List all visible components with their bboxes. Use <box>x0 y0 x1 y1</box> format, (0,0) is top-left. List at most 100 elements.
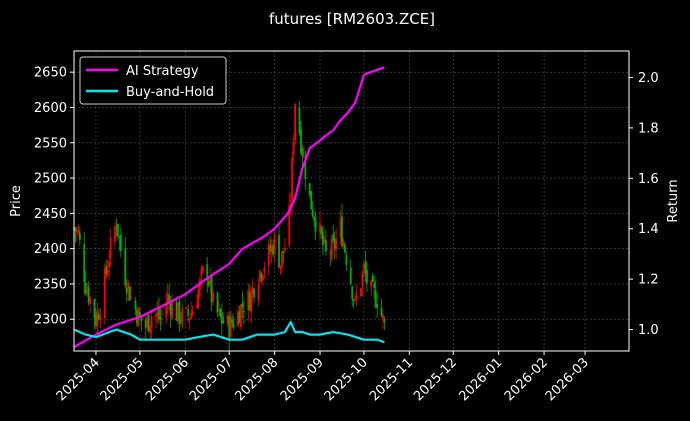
candle <box>351 285 354 307</box>
candle <box>128 285 131 302</box>
candle <box>319 211 321 242</box>
ai-strategy-line <box>73 66 385 349</box>
y-tick-label: 2450 <box>34 207 67 222</box>
candle <box>308 182 311 198</box>
candle <box>229 309 232 338</box>
candle <box>125 278 128 303</box>
return-lines <box>73 66 385 349</box>
legend-label-bh: Buy-and-Hold <box>126 85 214 100</box>
candle <box>138 306 141 318</box>
y-axis-left: 2300 2350 2400 2450 2500 2550 2600 2650 <box>34 66 74 328</box>
candle <box>251 278 254 303</box>
chart-title: futures [RM2603.ZCE] <box>269 10 435 28</box>
candle <box>156 300 159 323</box>
candle <box>209 267 212 294</box>
candle <box>171 293 174 321</box>
y-tick-label: 2300 <box>34 313 67 328</box>
candle <box>363 259 365 278</box>
candle <box>232 316 235 331</box>
candle <box>114 221 116 247</box>
candlesticks <box>73 101 386 351</box>
y-right-tick-label: 1.2 <box>638 273 659 288</box>
candle <box>323 235 326 244</box>
candle <box>247 283 250 322</box>
candle <box>201 265 204 274</box>
y-tick-label: 2350 <box>34 277 67 292</box>
candle <box>118 235 121 251</box>
candle <box>178 298 181 333</box>
y-tick-label: 2600 <box>34 101 67 116</box>
y-right-tick-label: 1.6 <box>638 172 659 187</box>
y-right-tick-label: 2.0 <box>638 71 659 86</box>
candle <box>365 260 368 293</box>
candle <box>241 291 244 318</box>
candle <box>146 314 149 331</box>
candle <box>106 260 109 278</box>
y-tick-label: 2500 <box>34 172 67 187</box>
candle <box>150 309 153 339</box>
candle <box>237 305 239 328</box>
candle <box>206 256 209 293</box>
candle <box>160 305 163 326</box>
candle <box>298 101 301 137</box>
legend-label-ai: AI Strategy <box>126 64 199 79</box>
candle <box>282 250 285 263</box>
y-axis-label-left: Price <box>9 185 24 217</box>
candle <box>355 284 358 307</box>
candle <box>119 227 122 258</box>
candle <box>344 241 346 255</box>
buy-and-hold-line <box>73 320 385 344</box>
candle <box>259 269 261 287</box>
candle <box>130 286 133 300</box>
candle <box>96 302 99 336</box>
y-tick-label: 2650 <box>34 66 67 81</box>
candle <box>159 307 162 331</box>
candle <box>219 307 222 319</box>
candle <box>279 265 282 276</box>
candle <box>117 223 119 241</box>
candle <box>278 225 280 269</box>
candle <box>253 287 256 302</box>
candle <box>376 293 379 318</box>
candle <box>108 250 111 280</box>
candle <box>364 250 367 283</box>
candle <box>313 215 316 227</box>
candle <box>77 224 80 237</box>
candle <box>370 279 373 296</box>
candle <box>281 251 283 274</box>
candle <box>238 305 241 324</box>
candle <box>335 228 338 260</box>
candle <box>103 263 106 325</box>
candle <box>272 239 275 258</box>
candle <box>218 301 220 317</box>
y-axis-right: 1.0 1.2 1.4 1.6 1.8 2.0 <box>629 71 659 338</box>
candle <box>97 308 100 321</box>
candle <box>288 193 291 249</box>
candle <box>339 210 342 245</box>
candle <box>221 303 223 336</box>
candle <box>300 121 302 156</box>
candle <box>226 312 229 328</box>
candle <box>269 235 272 255</box>
y-right-tick-label: 1.4 <box>638 222 659 237</box>
candle <box>175 298 178 322</box>
candle <box>84 270 87 296</box>
candle <box>87 281 90 306</box>
candle <box>83 231 86 295</box>
candle <box>144 315 147 340</box>
candle <box>200 265 203 288</box>
candle <box>210 275 213 312</box>
candle <box>342 237 345 249</box>
candle <box>207 277 210 288</box>
candle <box>212 289 215 306</box>
candle <box>263 261 266 280</box>
candle <box>270 238 273 264</box>
candle <box>345 251 348 271</box>
candle <box>267 239 270 276</box>
candle <box>74 226 77 243</box>
candle <box>360 287 362 298</box>
candle <box>310 190 313 210</box>
candle <box>166 284 169 315</box>
candle <box>374 280 377 309</box>
